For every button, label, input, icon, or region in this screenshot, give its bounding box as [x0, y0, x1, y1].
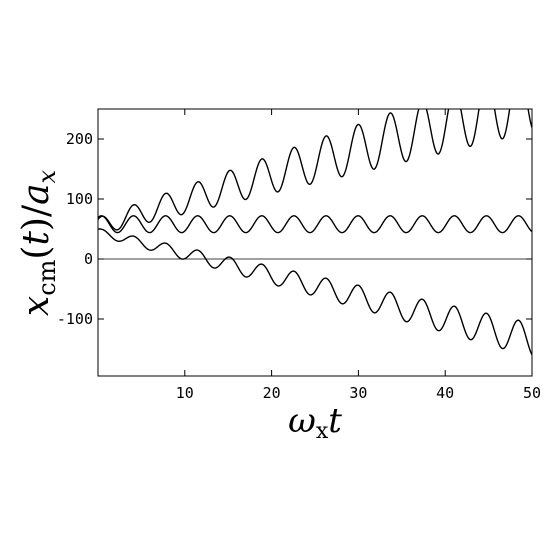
- x-tick-label: 20: [263, 384, 281, 402]
- plot-area: [97, 108, 533, 377]
- y-tick-label: 100: [66, 190, 93, 208]
- series-line-3: [98, 228, 532, 356]
- y-tick-label: 0: [84, 250, 93, 268]
- y-tick-label: -100: [57, 310, 93, 328]
- y-axis-title-x: x: [16, 296, 57, 316]
- x-axis-title-sub: x: [316, 419, 329, 444]
- y-axis-title-sub2: x: [33, 169, 61, 183]
- x-axis-title-t: t: [328, 401, 342, 441]
- x-tick-label: 10: [176, 384, 194, 402]
- y-axis-ticks: -100 0 100 200: [57, 130, 532, 328]
- series-line-2: [98, 215, 532, 234]
- y-tick-label: 200: [66, 130, 93, 148]
- x-axis-ticks: 10 20 30 40 50: [176, 109, 541, 402]
- x-axis-title-omega: ω: [288, 401, 316, 441]
- plot-frame: [97, 108, 533, 377]
- x-axis-title: ωxt: [288, 401, 342, 444]
- y-axis-title: xcm(t)/ax: [16, 169, 61, 316]
- y-axis-title-group: xcm(t)/ax: [16, 169, 61, 316]
- y-axis-title-a: a: [16, 183, 57, 204]
- x-tick-label: 30: [349, 384, 367, 402]
- y-axis-title-t: (: [16, 246, 57, 260]
- series-line-1: [98, 109, 532, 231]
- y-axis-title-sub: cm: [33, 259, 61, 295]
- x-tick-label: 50: [523, 384, 541, 402]
- x-tick-label: 40: [436, 384, 454, 402]
- curves-group: [98, 109, 532, 356]
